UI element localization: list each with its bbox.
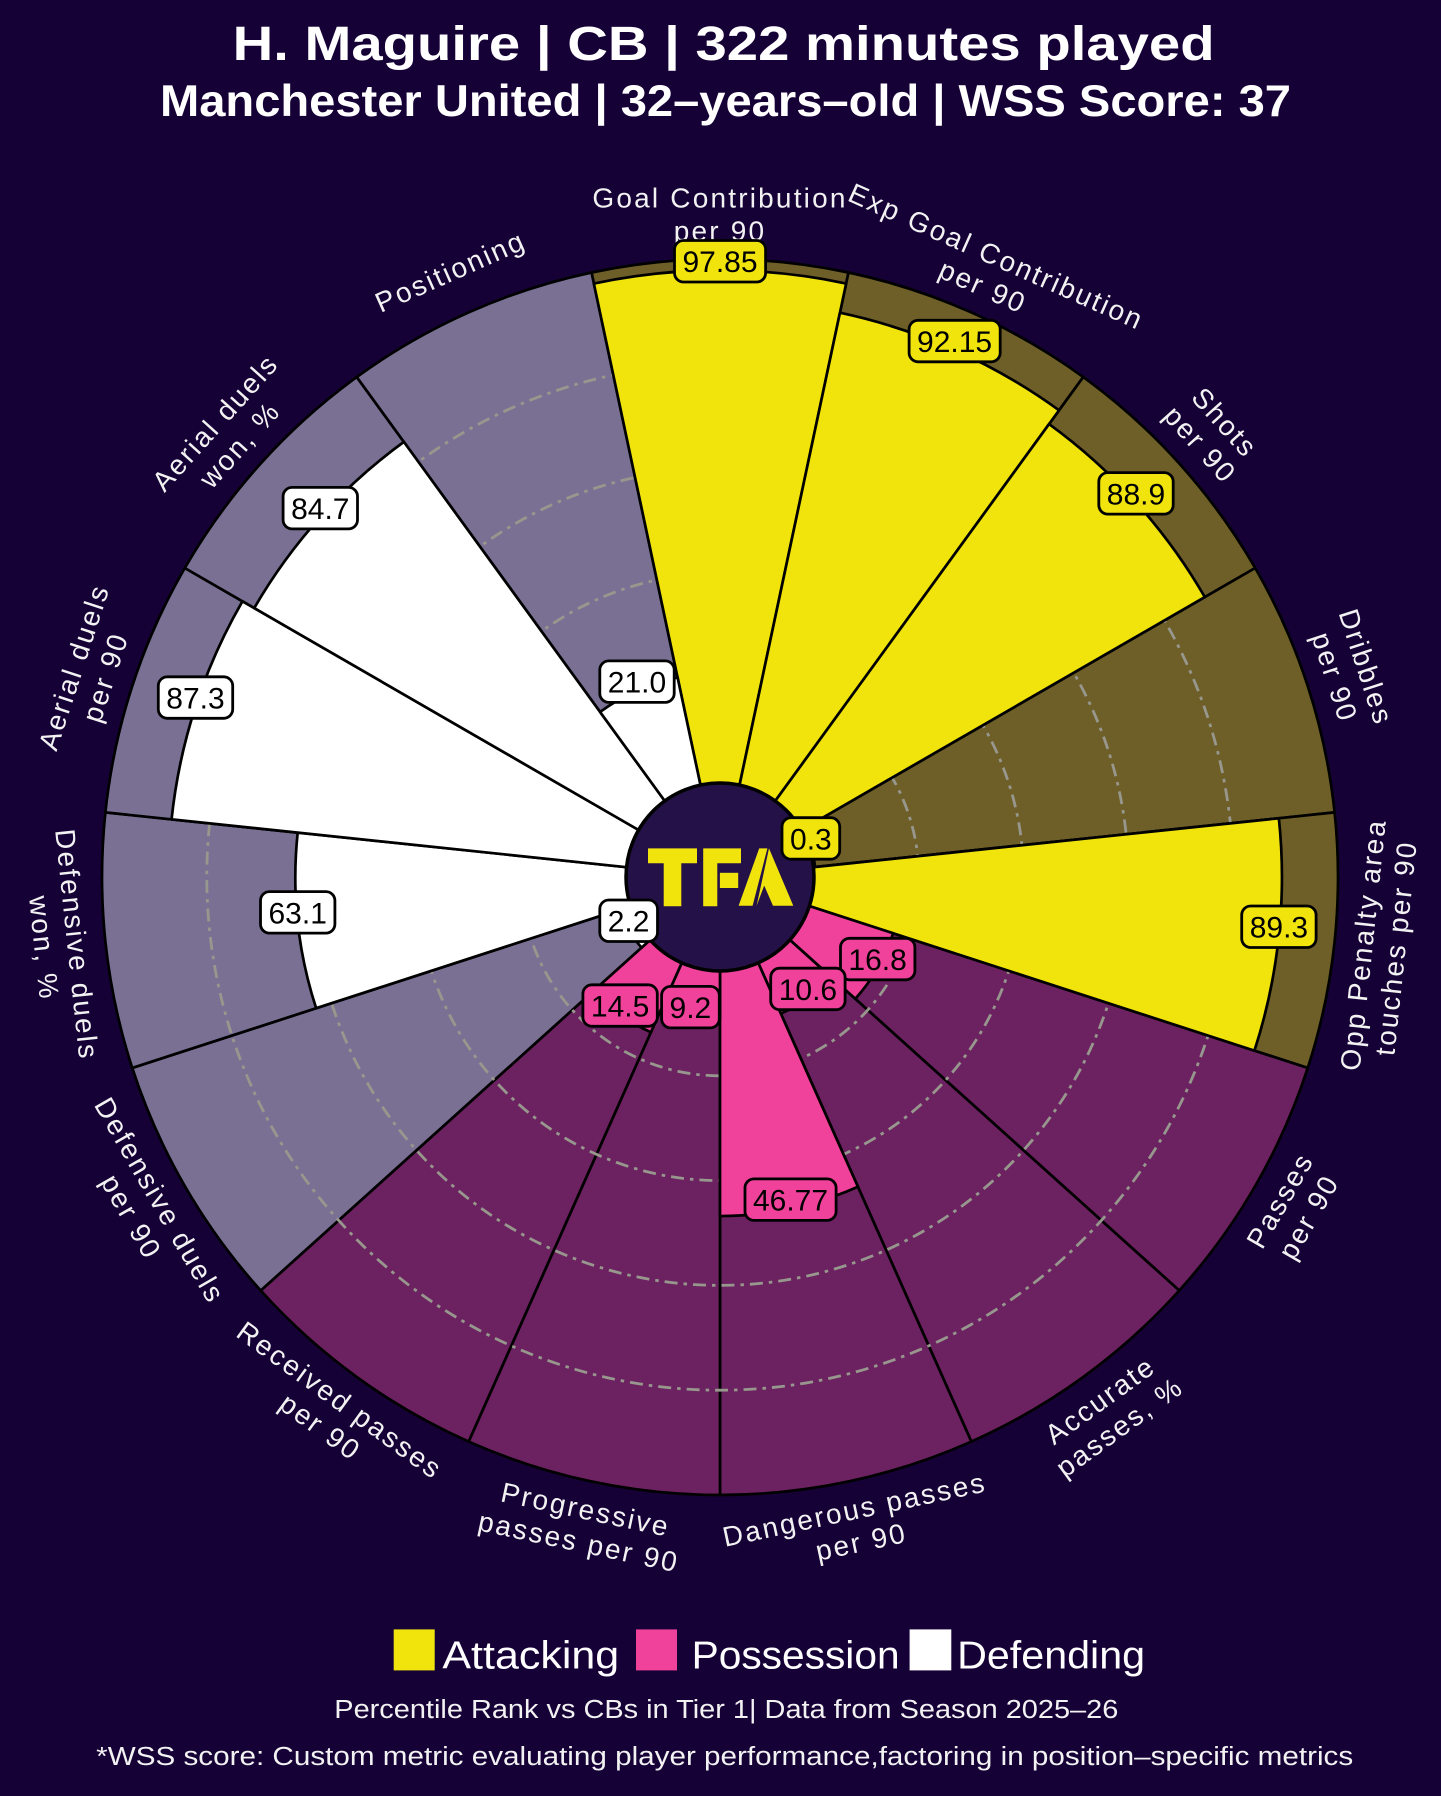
svg-text:10.6: 10.6 [779,974,837,1007]
svg-text:Possession: Possession [692,1635,900,1678]
svg-text:63.1: 63.1 [269,897,327,930]
svg-text:84.7: 84.7 [291,493,349,526]
svg-text:2.2: 2.2 [608,906,650,939]
svg-text:97.85: 97.85 [682,246,757,279]
svg-text:Percentile Rank vs CBs in Tier: Percentile Rank vs CBs in Tier 1| Data f… [334,1696,1118,1724]
svg-text:88.9: 88.9 [1107,478,1165,511]
svg-text:89.3: 89.3 [1250,912,1308,945]
svg-text:16.8: 16.8 [848,944,906,977]
svg-text:92.15: 92.15 [917,326,992,359]
svg-text:9.2: 9.2 [670,992,712,1025]
svg-text:0.3: 0.3 [790,823,832,856]
svg-text:H. Maguire | CB | 322 minutes: H. Maguire | CB | 322 minutes played [233,17,1215,71]
svg-text:87.3: 87.3 [166,683,224,716]
svg-text:Manchester United | 32–years–o: Manchester United | 32–years–old | WSS S… [160,77,1291,127]
svg-text:Defending: Defending [957,1635,1145,1678]
svg-text:46.77: 46.77 [753,1185,828,1218]
svg-text:Attacking: Attacking [442,1635,619,1678]
svg-text:*WSS score: Custom metric eval: *WSS score: Custom metric evaluating pla… [96,1743,1353,1771]
svg-text:14.5: 14.5 [591,990,649,1023]
svg-text:21.0: 21.0 [608,667,666,700]
